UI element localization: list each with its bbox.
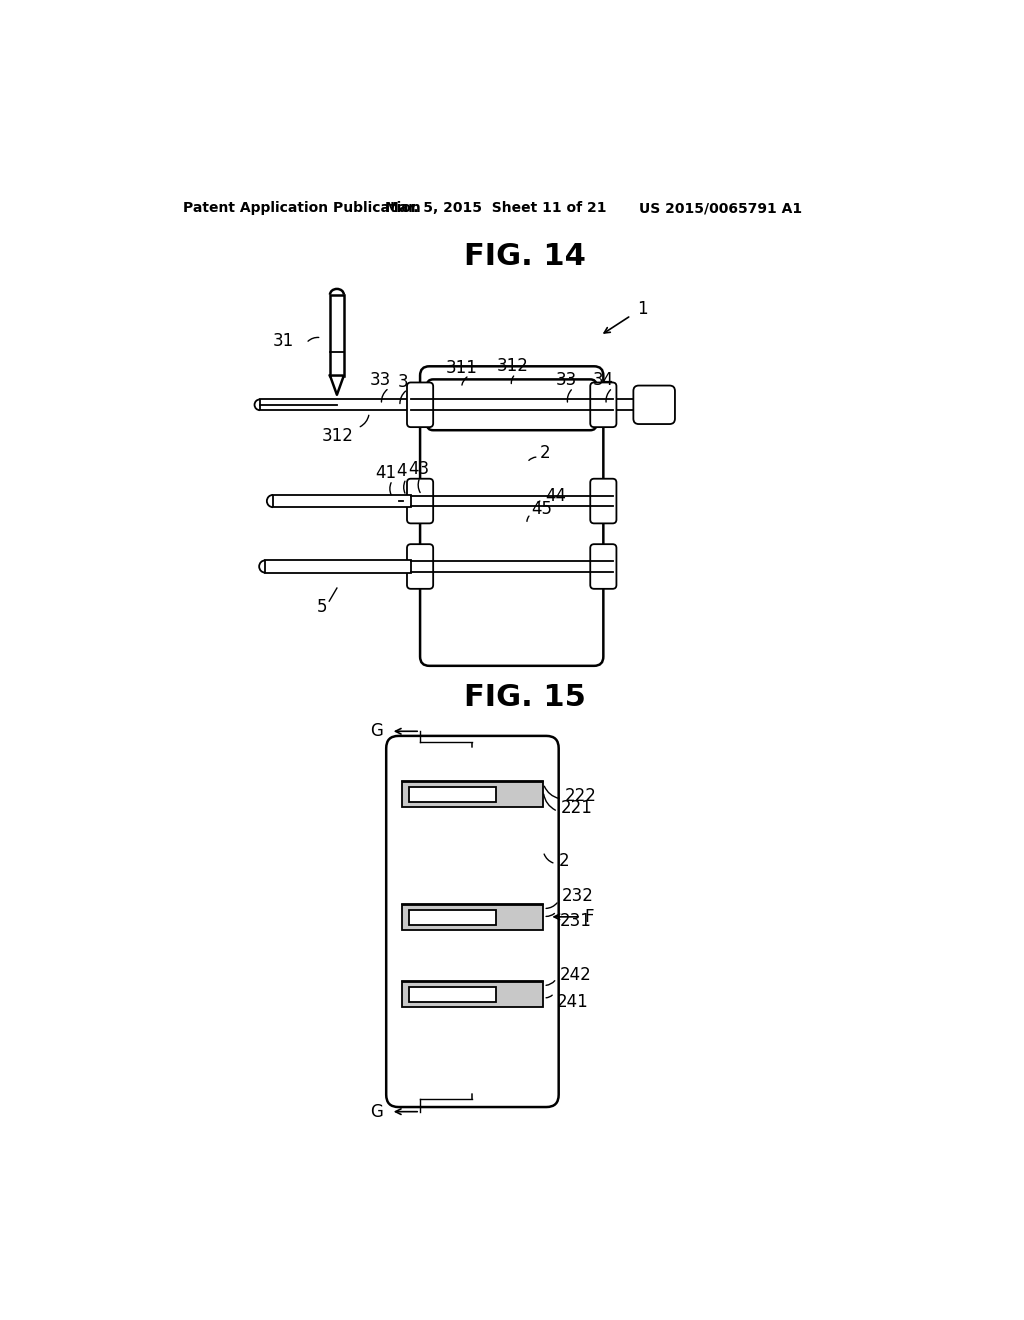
Text: 2: 2 xyxy=(541,444,551,462)
Text: 242: 242 xyxy=(559,966,591,983)
Text: FIG. 15: FIG. 15 xyxy=(464,682,586,711)
FancyBboxPatch shape xyxy=(634,385,675,424)
Text: 44: 44 xyxy=(545,487,566,504)
Bar xyxy=(330,294,344,376)
FancyBboxPatch shape xyxy=(407,383,433,428)
Text: 31: 31 xyxy=(273,331,294,350)
Bar xyxy=(401,906,544,929)
Text: 311: 311 xyxy=(445,359,477,376)
FancyBboxPatch shape xyxy=(590,383,616,428)
Bar xyxy=(265,560,411,573)
FancyBboxPatch shape xyxy=(590,479,616,524)
Text: Mar. 5, 2015  Sheet 11 of 21: Mar. 5, 2015 Sheet 11 of 21 xyxy=(385,202,606,215)
Bar xyxy=(410,787,496,803)
Bar xyxy=(401,781,544,807)
FancyBboxPatch shape xyxy=(590,544,616,589)
Bar xyxy=(410,909,496,925)
Text: 231: 231 xyxy=(559,912,591,929)
Bar xyxy=(273,495,411,507)
Bar xyxy=(260,400,429,411)
Text: 312: 312 xyxy=(497,358,528,375)
Text: 2: 2 xyxy=(559,851,569,870)
FancyBboxPatch shape xyxy=(407,479,433,524)
Text: 221: 221 xyxy=(561,800,593,817)
Text: 232: 232 xyxy=(562,887,594,906)
FancyBboxPatch shape xyxy=(427,379,596,430)
Text: 3: 3 xyxy=(398,372,409,391)
Bar xyxy=(401,982,544,1007)
Text: 5: 5 xyxy=(316,598,327,615)
Text: FIG. 14: FIG. 14 xyxy=(464,243,586,272)
Text: 1: 1 xyxy=(637,301,648,318)
Text: 41: 41 xyxy=(376,463,396,482)
Text: 45: 45 xyxy=(531,500,552,517)
Bar xyxy=(594,400,639,411)
Text: G: G xyxy=(371,1102,383,1121)
Text: 33: 33 xyxy=(371,371,391,389)
FancyBboxPatch shape xyxy=(407,544,433,589)
Text: 34: 34 xyxy=(593,371,614,389)
Text: 312: 312 xyxy=(322,426,353,445)
Polygon shape xyxy=(330,376,344,395)
FancyBboxPatch shape xyxy=(386,737,559,1107)
Text: 33: 33 xyxy=(556,371,577,389)
Text: Patent Application Publication: Patent Application Publication xyxy=(183,202,421,215)
Text: 43: 43 xyxy=(408,461,429,478)
FancyBboxPatch shape xyxy=(420,367,603,665)
Text: US 2015/0065791 A1: US 2015/0065791 A1 xyxy=(639,202,802,215)
Text: G: G xyxy=(371,722,383,741)
Text: F: F xyxy=(585,908,594,925)
Text: 4: 4 xyxy=(396,462,407,480)
Bar xyxy=(410,987,496,1002)
Text: 241: 241 xyxy=(557,994,589,1011)
Text: 222: 222 xyxy=(565,787,597,805)
